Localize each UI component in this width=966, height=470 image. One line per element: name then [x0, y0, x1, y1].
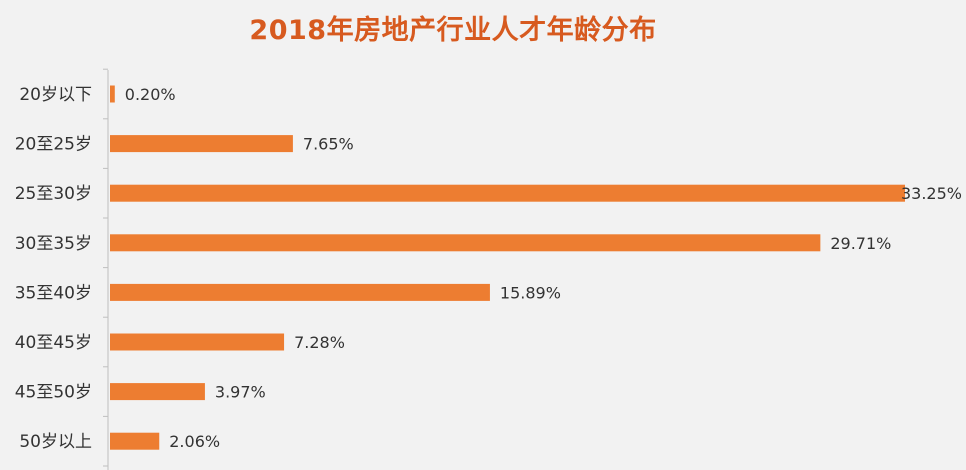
bar [110, 135, 293, 153]
bar [110, 383, 205, 401]
value-label: 3.97% [215, 383, 266, 402]
bar [110, 184, 905, 202]
value-label: 29.71% [830, 234, 891, 253]
bar [110, 85, 115, 103]
category-label: 45至50岁 [15, 383, 92, 403]
value-label: 7.28% [294, 333, 345, 352]
value-label: 0.20% [125, 85, 176, 104]
bar [110, 432, 160, 450]
value-label: 33.25% [901, 184, 962, 203]
category-label: 30至35岁 [15, 234, 92, 254]
category-label: 20至25岁 [15, 135, 92, 155]
bar [110, 283, 490, 301]
category-label: 25至30岁 [15, 184, 92, 204]
chart-title: 2018年房地产行业人才年龄分布 [249, 15, 657, 46]
bar [110, 234, 821, 252]
value-label: 7.65% [303, 135, 354, 154]
category-label: 20岁以下 [19, 85, 92, 105]
value-label: 15.89% [500, 283, 561, 302]
category-label: 50岁以上 [19, 432, 92, 452]
value-label: 2.06% [169, 432, 220, 451]
category-label: 40至45岁 [15, 333, 92, 353]
category-label: 35至40岁 [15, 283, 92, 303]
bar [110, 333, 285, 351]
